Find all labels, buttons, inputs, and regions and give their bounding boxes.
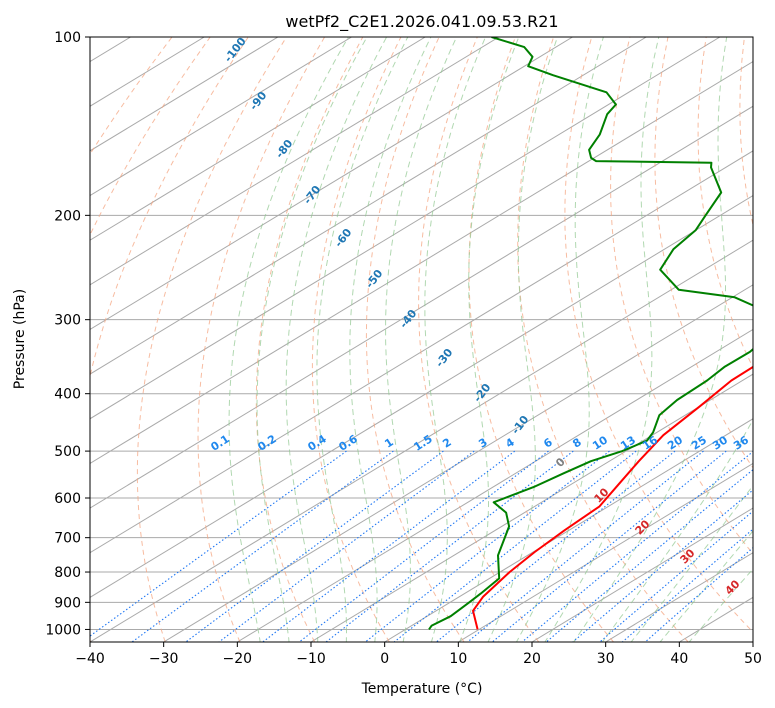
y-tick-label: 600 [54, 491, 81, 507]
plot-frame [89, 36, 754, 643]
moist-adiabat-line [572, 37, 728, 642]
x-axis-label: Temperature (°C) [361, 681, 483, 697]
moist-adiabat-line [424, 37, 486, 642]
moist-adiabat-line [544, 37, 660, 642]
x-tick-label: 40 [670, 651, 688, 667]
mixing-ratio-line [599, 510, 753, 642]
y-axis-label: Pressure (hPa) [12, 289, 28, 389]
moist-adiabat-line [228, 37, 349, 642]
x-tick-label: 30 [597, 651, 615, 667]
mixing-ratio-line [218, 450, 475, 642]
x-tick-label: 0 [380, 651, 389, 667]
x-tick-label: 20 [523, 651, 541, 667]
isotherm-line [90, 194, 753, 598]
series-line-dewpoint [428, 37, 753, 630]
x-tick-label: −10 [296, 651, 326, 667]
mixing-ratio-line [364, 450, 610, 642]
isotherm-line [90, 150, 753, 554]
mixing-ratio-line [467, 450, 704, 642]
mixing-ratio-line [622, 528, 753, 642]
y-tick-label: 100 [54, 30, 81, 46]
isotherm-line [90, 37, 352, 197]
dry-adiabat-line [255, 37, 364, 642]
y-tick-label: 200 [54, 208, 81, 224]
isotherm-line [237, 328, 753, 642]
moist-adiabat-line [385, 37, 458, 642]
mixing-ratio-line [298, 450, 549, 642]
moist-adiabat-line [459, 37, 520, 642]
moist-adiabat-line [601, 418, 753, 642]
moist-adiabat-line [285, 37, 388, 642]
mixing-ratio-line [644, 547, 753, 642]
mixing-ratio-line [90, 450, 347, 637]
isotherm-line [90, 61, 753, 464]
isotherm-line [163, 284, 753, 642]
mixing-ratio-line [521, 450, 753, 642]
x-tick-label: −30 [149, 651, 179, 667]
mixing-ratio-line [491, 450, 727, 642]
chart-title: wetPf2_C2E1.2026.041.09.53.R21 [285, 12, 558, 32]
isotherm-line [90, 37, 426, 241]
x-tick-label: −20 [223, 651, 253, 667]
y-tick-label: 900 [54, 595, 81, 611]
y-tick-label: 300 [54, 313, 81, 329]
moist-adiabat-line [630, 484, 753, 642]
dry-adiabat-line [468, 37, 614, 642]
dry-adiabat-line [564, 37, 753, 633]
isotherm-line [90, 105, 753, 509]
moist-adiabat-line [487, 37, 558, 642]
dry-adiabat-line [311, 37, 402, 642]
x-tick-label: −40 [75, 651, 105, 667]
isotherm-line [531, 507, 753, 642]
y-tick-label: 500 [54, 444, 81, 460]
isotherm-line [90, 37, 279, 152]
moist-adiabat-line [515, 37, 604, 642]
dry-adiabat-line [365, 37, 465, 642]
isotherm-line [90, 37, 500, 286]
mixing-ratio-line [185, 450, 444, 642]
x-tick-label: 10 [449, 651, 467, 667]
moist-adiabat-line [316, 37, 409, 642]
dry-adiabat-line [654, 37, 753, 469]
dry-adiabat-line [418, 37, 540, 642]
isotherm-line [90, 239, 753, 642]
moist-adiabat-line [256, 37, 368, 642]
moist-adiabat-line [688, 568, 753, 642]
moist-adiabat-line [349, 37, 432, 642]
isotherm-line [310, 373, 753, 642]
y-tick-label: 800 [54, 565, 81, 581]
y-tick-label: 1000 [45, 622, 81, 638]
mixing-ratio-line [572, 489, 753, 642]
y-tick-label: 700 [54, 531, 81, 547]
x-tick-label: 50 [744, 651, 762, 667]
isotherm-line [458, 462, 753, 642]
series-line-temperature [472, 365, 753, 630]
isotherm-line [90, 37, 647, 375]
mixing-ratio-line [393, 450, 637, 642]
moist-adiabat-line [659, 530, 753, 642]
isotherm-line [90, 37, 721, 420]
y-tick-label: 400 [54, 387, 81, 403]
isotherm-line [90, 37, 573, 331]
